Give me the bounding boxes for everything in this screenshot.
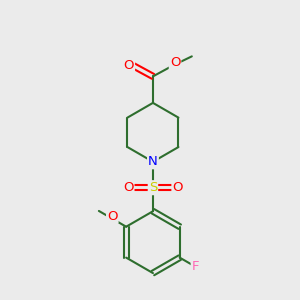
Text: O: O <box>124 59 134 72</box>
Text: O: O <box>172 181 183 194</box>
Text: O: O <box>107 210 118 223</box>
Text: O: O <box>170 56 180 69</box>
Text: S: S <box>149 181 157 194</box>
Text: N: N <box>148 155 158 168</box>
Text: O: O <box>123 181 134 194</box>
Text: F: F <box>192 260 199 273</box>
